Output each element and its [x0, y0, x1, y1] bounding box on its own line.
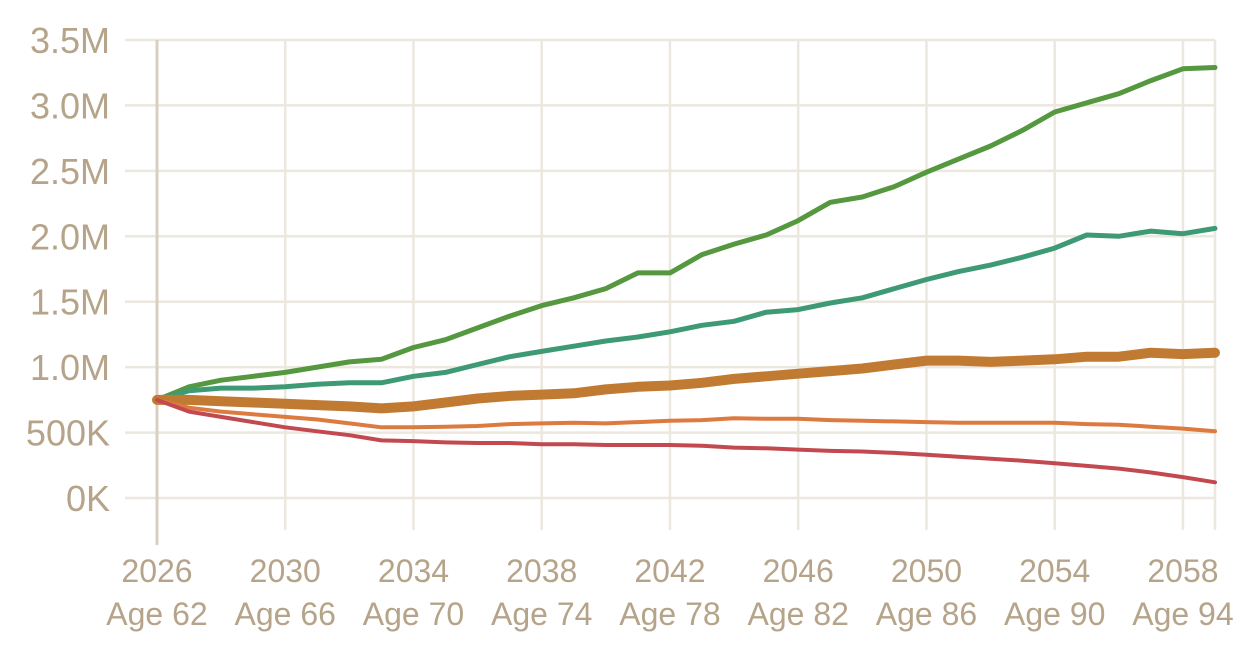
x-tick-age: Age 74 [491, 596, 592, 632]
series-line-1 [154, 65, 1218, 403]
x-tick-year: 2058 [1147, 553, 1218, 589]
y-tick-label: 500K [26, 413, 110, 454]
x-tick-age: Age 62 [106, 596, 207, 632]
series-line-2 [154, 225, 1218, 403]
y-tick-label: 0K [66, 478, 110, 519]
x-tick-year: 2034 [378, 553, 449, 589]
y-tick-label: 2.0M [30, 216, 110, 257]
x-tick-year: 2026 [121, 553, 192, 589]
x-tick-age: Age 86 [876, 596, 977, 632]
series-line-3 [152, 347, 1220, 414]
x-tick-age: Age 66 [235, 596, 336, 632]
x-tick-age: Age 94 [1132, 596, 1233, 632]
x-tick-age: Age 78 [619, 596, 720, 632]
x-tick-age: Age 90 [1004, 596, 1105, 632]
series-layer [152, 65, 1220, 485]
x-tick-age: Age 70 [363, 596, 464, 632]
y-tick-label: 3.0M [30, 85, 110, 126]
y-tick-label: 1.5M [30, 282, 110, 323]
y-tick-label: 1.0M [30, 347, 110, 388]
x-tick-year: 2054 [1019, 553, 1090, 589]
x-tick-year: 2046 [763, 553, 834, 589]
y-tick-label: 3.5M [30, 20, 110, 61]
x-tick-year: 2042 [634, 553, 705, 589]
label-layer: 0K 500K 1.0M 1.5M 2.0M 2.5M 3.0M 3.5M 2026 Age 62… [26, 20, 1234, 632]
series-line-4 [155, 397, 1217, 434]
series-line-5 [155, 397, 1217, 485]
y-tick-label: 2.5M [30, 151, 110, 192]
x-tick-year: 2030 [250, 553, 321, 589]
x-tick-year: 2038 [506, 553, 577, 589]
x-tick-year: 2050 [891, 553, 962, 589]
x-tick-age: Age 82 [748, 596, 849, 632]
